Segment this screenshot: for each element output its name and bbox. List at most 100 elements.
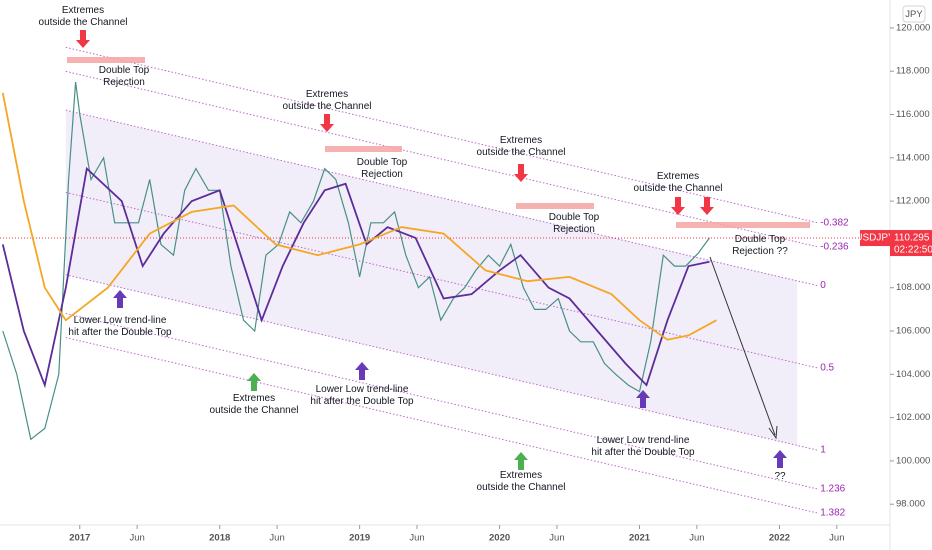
channel-level-label: 0.5 <box>820 362 834 373</box>
annotation-line: Double Top <box>735 234 786 245</box>
y-tick-label: 114.000 <box>896 152 930 163</box>
annotation-line: Extremes <box>657 171 699 182</box>
x-tick-label: 2017 <box>69 533 90 544</box>
annotation-line: outside the Channel <box>210 405 299 416</box>
annotation: Extremes outside the Channel <box>477 470 566 493</box>
x-tick-label: 2018 <box>209 533 230 544</box>
y-tick-label: 116.000 <box>896 109 930 120</box>
channel-level <box>65 109 818 287</box>
annotation-arrow <box>514 164 528 182</box>
annotation-line: outside the Channel <box>477 482 566 493</box>
annotation: Extremes outside the Channel <box>39 5 128 28</box>
countdown: 02:22:50 <box>894 245 932 256</box>
channel-level-label: 1 <box>820 445 826 456</box>
annotation: Double Top Rejection <box>99 65 150 88</box>
x-tick-label: Jun <box>129 533 144 544</box>
channel-level-label: -0.382 <box>820 217 849 228</box>
annotation-line: outside the Channel <box>39 17 128 28</box>
x-tick-label: Jun <box>829 533 844 544</box>
x-tick-label: Jun <box>689 533 704 544</box>
annotation-line: Lower Low trend-line <box>74 315 167 326</box>
price-badge <box>890 230 932 257</box>
annotation-arrow <box>773 450 787 468</box>
annotation-line: ?? <box>774 471 786 482</box>
x-tick-label: 2020 <box>489 533 510 544</box>
annotation-line: Extremes <box>500 135 542 146</box>
annotation-line: hit after the Double Top <box>591 447 695 458</box>
annotation-line: hit after the Double Top <box>310 396 414 407</box>
symbol-badge <box>860 230 890 247</box>
y-tick-label: 112.000 <box>896 196 930 207</box>
channel-level-label: -0.236 <box>820 241 849 252</box>
annotation: Extremes outside the Channel <box>477 135 566 158</box>
annotation-line: Rejection ?? <box>732 246 788 257</box>
y-tick-label: 118.000 <box>896 66 930 77</box>
y-tick-label: 102.000 <box>896 412 930 423</box>
annotation-arrow <box>636 390 650 408</box>
symbol: USDJPY <box>855 233 895 244</box>
series-line <box>1 166 710 389</box>
y-tick-label: 98.000 <box>896 499 925 510</box>
annotation-line: Extremes <box>233 393 275 404</box>
channel-level <box>65 337 818 514</box>
annotation-line: outside the Channel <box>634 183 723 194</box>
x-tick-label: Jun <box>409 533 424 544</box>
resistance-zone <box>676 222 810 228</box>
x-tick-label: 2022 <box>769 533 790 544</box>
currency[interactable]: JPY <box>905 9 923 20</box>
annotation: Extremes outside the Channel <box>634 171 723 194</box>
channel-level <box>65 274 818 451</box>
last-price: 110.295 <box>894 233 930 244</box>
x-tick-label: Jun <box>549 533 564 544</box>
channel-level-label: 1.382 <box>820 508 845 519</box>
annotation: Lower Low trend-line hit after the Double… <box>310 384 414 407</box>
series-line <box>1 92 717 341</box>
annotation-line: Rejection <box>361 169 403 180</box>
annotation-line: Double Top <box>99 65 150 76</box>
resistance-zone <box>516 203 594 209</box>
annotation: ?? <box>774 471 786 482</box>
annotation-line: outside the Channel <box>283 101 372 112</box>
annotation-line: Extremes <box>306 89 348 100</box>
series-line <box>2 82 710 441</box>
annotation: Lower Low trend-line hit after the Double… <box>591 435 695 458</box>
resistance-zone <box>325 146 402 152</box>
annotation-arrow <box>320 114 334 132</box>
channel-level-label: 1.236 <box>820 484 845 495</box>
channel-level <box>65 46 818 224</box>
annotation-line: outside the Channel <box>477 147 566 158</box>
x-tick-label: 2021 <box>629 533 651 544</box>
annotation-line: Rejection <box>103 77 145 88</box>
annotation-arrow <box>700 197 714 215</box>
annotation: Double Top Rejection <box>357 157 408 180</box>
y-tick-label: 120.000 <box>896 22 930 33</box>
annotation-line: Extremes <box>62 5 104 16</box>
annotation-arrow <box>247 373 261 391</box>
annotation: Extremes outside the Channel <box>283 89 372 112</box>
y-tick-label: 106.000 <box>896 326 930 337</box>
annotation: Double Top Rejection <box>549 212 600 235</box>
x-tick-label: 2019 <box>349 533 370 544</box>
annotation-arrow <box>355 362 369 380</box>
annotation-line: Lower Low trend-line <box>597 435 690 446</box>
annotation-arrow <box>514 452 528 470</box>
annotation: Extremes outside the Channel <box>210 393 299 416</box>
annotation-arrow <box>76 30 90 48</box>
y-tick-label: 100.000 <box>896 455 930 466</box>
channel-level <box>65 313 818 490</box>
annotation-line: Lower Low trend-line <box>316 384 409 395</box>
projection-arrowhead <box>768 425 778 440</box>
projection-arrow <box>709 256 776 436</box>
y-tick-label: 108.000 <box>896 282 930 293</box>
x-tick-label: Jun <box>269 533 284 544</box>
y-tick-label: 104.000 <box>896 369 930 380</box>
annotation-arrow <box>113 290 127 308</box>
annotation-line: Double Top <box>357 157 408 168</box>
currency-button[interactable] <box>902 5 926 23</box>
annotation: Lower Low trend-line hit after the Double… <box>68 315 172 338</box>
annotation-arrow <box>671 197 685 215</box>
resistance-zone <box>67 57 145 63</box>
annotation-line: Extremes <box>500 470 542 481</box>
